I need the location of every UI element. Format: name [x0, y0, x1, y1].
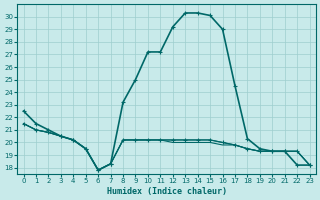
X-axis label: Humidex (Indice chaleur): Humidex (Indice chaleur)	[107, 187, 227, 196]
